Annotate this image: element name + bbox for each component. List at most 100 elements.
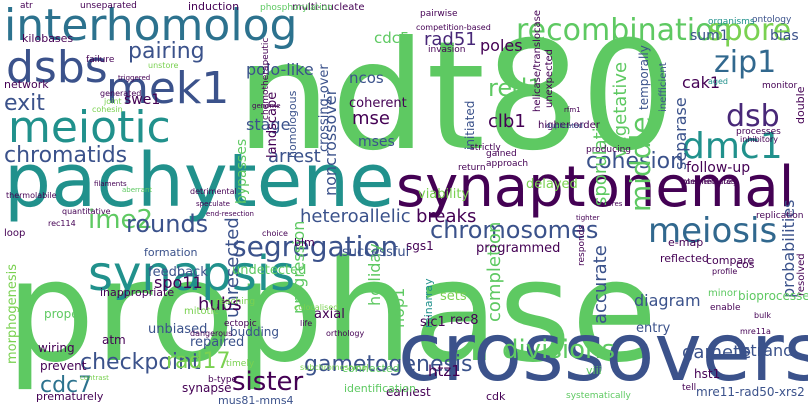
word: rad51 xyxy=(424,29,477,50)
word: gamete xyxy=(682,342,751,363)
word: sets xyxy=(440,289,467,304)
word: generated xyxy=(100,89,141,98)
word: approach xyxy=(486,159,528,169)
word: duplicated xyxy=(546,122,583,130)
word: clb1 xyxy=(488,111,526,132)
word: cak1 xyxy=(682,73,720,92)
word: e-map xyxy=(668,236,703,249)
word: mus81-mms4 xyxy=(218,394,294,404)
word: inappropriate xyxy=(100,286,174,299)
word: quantitative xyxy=(62,207,111,216)
word: homologous xyxy=(286,90,299,158)
word: network xyxy=(4,78,49,91)
word: filaments xyxy=(94,180,127,188)
word: ectopic xyxy=(224,319,257,329)
word: cohesion xyxy=(586,149,684,174)
word: double xyxy=(794,86,807,124)
word: synapsis xyxy=(88,246,295,302)
word: cdk xyxy=(486,390,506,403)
word: spo11 xyxy=(154,273,203,292)
word: undetected xyxy=(232,263,306,278)
word: subchromosomal xyxy=(300,363,368,372)
word: producing xyxy=(586,145,631,155)
word: earliest xyxy=(386,385,431,399)
word: joint xyxy=(103,97,122,106)
word: ontology xyxy=(752,15,792,25)
word: tell xyxy=(682,383,696,393)
word: profile xyxy=(712,267,737,276)
word: minarray xyxy=(422,278,435,328)
word: vegetative xyxy=(610,62,631,158)
word: speculate xyxy=(196,200,230,208)
word: holliday xyxy=(365,243,384,306)
word: breaks xyxy=(416,206,476,227)
word: orthology xyxy=(326,329,364,338)
word: rec8 xyxy=(450,313,478,328)
word: mre11a xyxy=(740,327,771,336)
word: intermediates xyxy=(680,177,736,186)
word: resolved xyxy=(796,253,807,296)
word: organisms xyxy=(708,17,755,27)
word: strand xyxy=(742,341,793,360)
word: life xyxy=(300,319,312,328)
word: genome xyxy=(252,102,281,110)
word: minor xyxy=(708,288,738,299)
word: delayed xyxy=(526,177,578,192)
word: dangerous xyxy=(190,329,232,338)
word: enable xyxy=(710,303,741,313)
word: return xyxy=(458,163,486,173)
word: crossovers xyxy=(398,306,808,399)
word: red1 xyxy=(488,74,543,102)
word: unexpected xyxy=(544,49,555,108)
word: contrast xyxy=(80,374,109,382)
word: synapse xyxy=(182,381,232,395)
word: successful xyxy=(342,245,409,260)
word: kilobases xyxy=(22,32,73,45)
word: exit xyxy=(4,91,45,116)
word: wiring xyxy=(38,341,75,355)
word: completion xyxy=(484,222,505,322)
word: dmc1 xyxy=(682,126,783,167)
word: aged xyxy=(708,77,728,86)
word: morphogenesis xyxy=(5,264,20,364)
word: systematically xyxy=(566,391,632,401)
word: htz1 xyxy=(428,362,461,380)
word: viability xyxy=(418,187,469,202)
word: stage xyxy=(246,115,290,134)
word: ime2 xyxy=(88,205,153,235)
word: choice xyxy=(262,229,288,238)
word: end-resection xyxy=(206,210,254,218)
word: ndt80 xyxy=(236,10,676,184)
word: complementary xyxy=(682,178,737,186)
word: chromosomes xyxy=(430,216,598,244)
word: spore xyxy=(708,13,791,48)
word: temporally xyxy=(637,45,651,110)
word: multi-nucleate xyxy=(292,2,364,13)
word: diagram xyxy=(634,291,701,310)
word: budding xyxy=(230,325,279,339)
word: recombination xyxy=(516,13,732,48)
word: unresected xyxy=(222,217,243,318)
word: atm xyxy=(102,333,126,347)
word: hubs xyxy=(198,294,242,315)
word: sic1 xyxy=(420,315,446,330)
word: polo-like xyxy=(246,60,314,79)
word: connected xyxy=(342,362,400,375)
word: proper xyxy=(44,307,84,321)
word: phosphorylation xyxy=(260,3,333,13)
word: rec114 xyxy=(48,219,76,228)
word: reaching xyxy=(216,297,255,307)
word: divisions xyxy=(502,335,615,365)
word: colocalised xyxy=(294,303,338,312)
word: competition-based xyxy=(416,23,491,32)
word: rfm1 xyxy=(564,106,581,114)
word: entry xyxy=(636,321,671,336)
word: cohesin xyxy=(92,105,123,114)
word: formation xyxy=(144,246,197,259)
word: responds xyxy=(577,225,587,266)
word: prevent xyxy=(40,359,87,373)
word: interhomolog xyxy=(4,0,297,51)
word: checkpoint xyxy=(80,350,201,375)
